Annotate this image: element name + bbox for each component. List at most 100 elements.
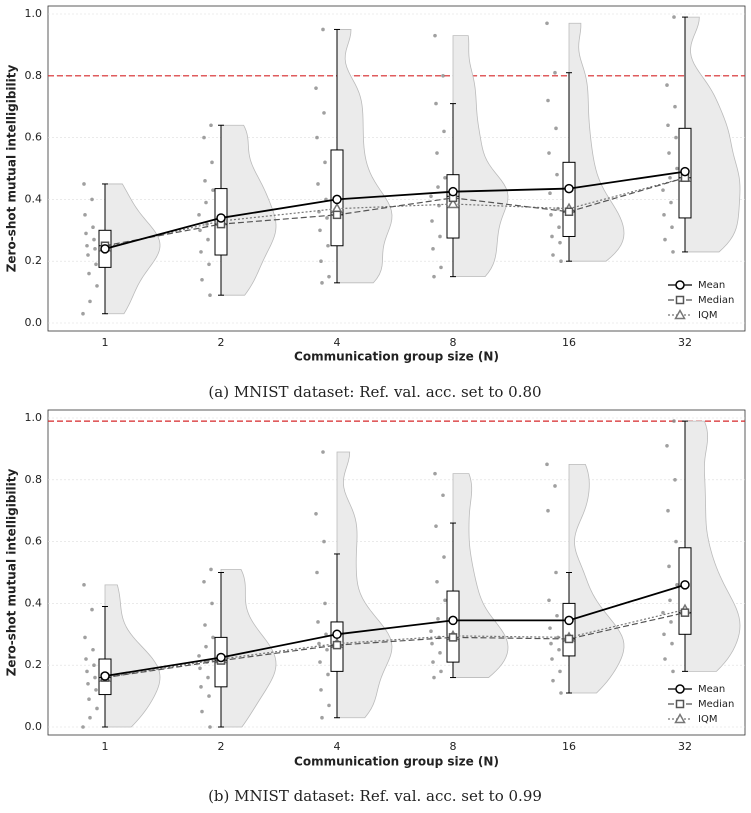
density	[104, 183, 161, 315]
x-tick-label: 32	[678, 336, 692, 349]
box	[678, 547, 692, 635]
legend-marker	[674, 712, 686, 724]
point	[94, 262, 98, 267]
point	[211, 188, 215, 192]
density	[684, 420, 741, 672]
point	[87, 271, 91, 276]
point	[322, 111, 326, 115]
y-tick-label: 0.0	[25, 316, 43, 329]
summary-line	[104, 608, 686, 679]
median-marker	[332, 640, 342, 650]
legend-label: Median	[698, 699, 734, 710]
iqm-marker	[447, 198, 459, 209]
y-tick-label: 0.0	[25, 720, 43, 733]
point	[671, 250, 675, 254]
mean-marker	[332, 194, 342, 205]
density	[220, 124, 277, 296]
x-axis-label: Communication group size (N)	[294, 350, 499, 364]
point	[441, 493, 445, 498]
point	[210, 160, 214, 165]
y-tick-label: 1.0	[25, 411, 43, 424]
y-axis-label: Zero-shot mutual intelligibility	[5, 65, 19, 273]
point	[675, 166, 679, 171]
mean-marker	[564, 183, 574, 194]
point	[206, 237, 210, 242]
mean-marker	[100, 671, 110, 681]
point	[548, 626, 552, 630]
density	[104, 584, 161, 728]
median-marker	[332, 210, 342, 220]
point	[211, 635, 215, 640]
point	[95, 284, 99, 288]
point	[557, 647, 561, 652]
mean-marker	[680, 166, 690, 177]
mean-marker	[448, 186, 458, 197]
point	[85, 243, 89, 248]
point	[442, 129, 446, 134]
point	[323, 160, 327, 165]
point	[550, 234, 554, 239]
point	[86, 253, 90, 257]
point	[81, 311, 85, 316]
point	[667, 564, 671, 569]
point	[546, 98, 550, 103]
mean-marker	[332, 629, 342, 640]
x-tick-label: 1	[102, 740, 109, 753]
y-tick-label: 0.4	[25, 192, 43, 205]
point	[210, 601, 214, 606]
y-axis-label: Zero-shot mutual intelligibility	[5, 469, 19, 677]
point	[555, 613, 559, 618]
point	[667, 151, 671, 155]
y-tick-label: 0.2	[25, 658, 43, 671]
caption: (b) MNIST dataset: Ref. val. acc. set to…	[208, 787, 542, 805]
point	[208, 725, 212, 729]
point	[202, 579, 206, 584]
point	[94, 688, 98, 692]
point	[662, 632, 666, 637]
x-tick-label: 8	[450, 336, 457, 349]
point	[93, 247, 97, 251]
point	[554, 570, 558, 575]
point	[549, 213, 553, 217]
point	[549, 641, 553, 646]
point	[436, 185, 440, 189]
point	[325, 647, 329, 652]
point	[443, 175, 447, 180]
point	[432, 274, 436, 279]
point	[545, 21, 549, 26]
point	[325, 216, 329, 220]
point	[668, 598, 672, 603]
box	[562, 602, 576, 657]
point	[88, 715, 92, 720]
y-tick-label: 0.8	[25, 473, 43, 486]
box	[446, 590, 460, 663]
point	[317, 641, 321, 646]
point	[82, 182, 86, 186]
y-tick-label: 0.2	[25, 254, 43, 267]
point	[553, 484, 557, 488]
legend-marker	[675, 699, 685, 709]
mean-marker	[680, 580, 690, 590]
point	[673, 478, 677, 482]
caption: (a) MNIST dataset: Ref. val. acc. set to…	[208, 383, 541, 401]
point	[208, 293, 212, 297]
median-marker	[448, 633, 458, 642]
point	[555, 172, 559, 177]
point	[433, 471, 437, 476]
point	[324, 632, 328, 637]
point	[209, 567, 213, 572]
point	[439, 669, 443, 674]
point	[315, 570, 319, 575]
point	[441, 74, 445, 78]
point	[550, 657, 554, 661]
point	[326, 672, 330, 677]
mean-marker	[564, 615, 574, 626]
point	[671, 669, 675, 674]
density	[452, 473, 509, 678]
point	[200, 277, 204, 282]
point	[327, 703, 331, 708]
summary-line	[104, 612, 686, 679]
point	[435, 579, 439, 584]
point	[319, 688, 323, 692]
point	[551, 678, 555, 683]
